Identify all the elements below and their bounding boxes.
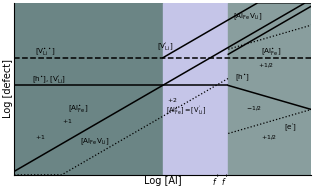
Text: $[\mathrm{h^{\bullet}}]$: $[\mathrm{h^{\bullet}}]$ — [236, 73, 251, 84]
Text: $+1/2$: $+1/2$ — [258, 61, 274, 69]
Text: $+2$: $+2$ — [167, 96, 177, 104]
Text: $+1/2$: $+1/2$ — [261, 133, 277, 141]
Text: $[\mathrm{e^{'}}]$: $[\mathrm{e^{'}}]$ — [284, 122, 297, 134]
Text: $[\mathrm{Al_{Fe}^{\bullet}}]$: $[\mathrm{Al_{Fe}^{\bullet}}]$ — [261, 47, 281, 58]
Text: $[\mathrm{h^{\bullet}}],[\mathrm{V_{Li}^{'}}]$: $[\mathrm{h^{\bullet}}],[\mathrm{V_{Li}^… — [32, 73, 66, 86]
Text: $+1$: $+1$ — [62, 117, 72, 125]
Text: $[\mathrm{V_{Li}^{\bullet\bullet}}]$: $[\mathrm{V_{Li}^{\bullet\bullet}}]$ — [35, 46, 56, 57]
Text: $+1$: $+1$ — [35, 133, 46, 141]
Text: $[\mathrm{Al_{Fe}^{\bullet}}]=[\mathrm{V_{Li}^{'}}]$: $[\mathrm{Al_{Fe}^{\bullet}}]=[\mathrm{V… — [166, 104, 206, 117]
Text: $[\mathrm{V_{Li}^{'}}]$: $[\mathrm{V_{Li}^{'}}]$ — [157, 40, 173, 53]
Text: $[\mathrm{Al_{Fe}^{\bullet}}]$: $[\mathrm{Al_{Fe}^{\bullet}}]$ — [68, 104, 88, 115]
Y-axis label: Log [defect]: Log [defect] — [3, 59, 13, 118]
Bar — [14, 3, 163, 175]
Bar — [163, 3, 228, 175]
X-axis label: Log [Al]: Log [Al] — [144, 176, 181, 186]
Bar — [228, 3, 311, 175]
Text: $f$: $f$ — [221, 176, 227, 187]
Text: $[\mathrm{Al_{Fe}V_{Li}}]$: $[\mathrm{Al_{Fe}V_{Li}}]$ — [232, 12, 262, 22]
Text: $[\mathrm{Al_{Fe}V_{Li}}]$: $[\mathrm{Al_{Fe}V_{Li}}]$ — [79, 136, 109, 147]
Text: $f$: $f$ — [212, 176, 218, 187]
Text: $-1/2$: $-1/2$ — [246, 104, 262, 112]
